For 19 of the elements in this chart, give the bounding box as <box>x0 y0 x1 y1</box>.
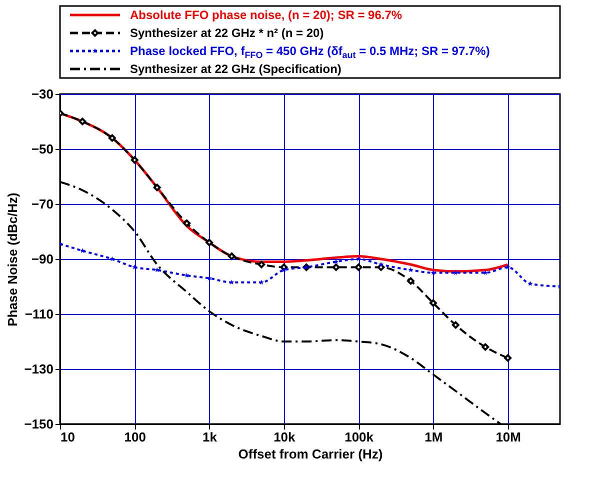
x-axis-title: Offset from Carrier (Hz) <box>238 446 383 462</box>
x-tick-label: 1k <box>202 430 218 444</box>
legend-label: Synthesizer at 22 GHz (Specification) <box>130 62 342 76</box>
y-tick-label: −30 <box>31 86 54 102</box>
y-axis-title: Phase Noise (dBc/Hz) <box>5 192 20 326</box>
y-tick-label: −110 <box>24 306 54 322</box>
y-tick-label: −90 <box>31 252 54 266</box>
x-tick-label: 10M <box>496 430 521 444</box>
y-tick-label: −50 <box>31 142 54 156</box>
y-tick-label: −150 <box>24 416 54 432</box>
y-tick-label: −130 <box>24 362 54 376</box>
legend-label: Synthesizer at 22 GHz * n² (n = 20) <box>130 26 324 40</box>
x-tick-label: 100k <box>344 430 374 444</box>
legend-label: Absolute FFO phase noise, (n = 20); SR = 96.7% <box>130 8 402 22</box>
x-tick-label: 1M <box>424 430 443 444</box>
x-tick-label: 10k <box>274 430 296 444</box>
x-tick-label: 100 <box>124 430 146 444</box>
y-tick-label: −70 <box>31 196 54 212</box>
x-tick-label: 10 <box>60 430 75 444</box>
